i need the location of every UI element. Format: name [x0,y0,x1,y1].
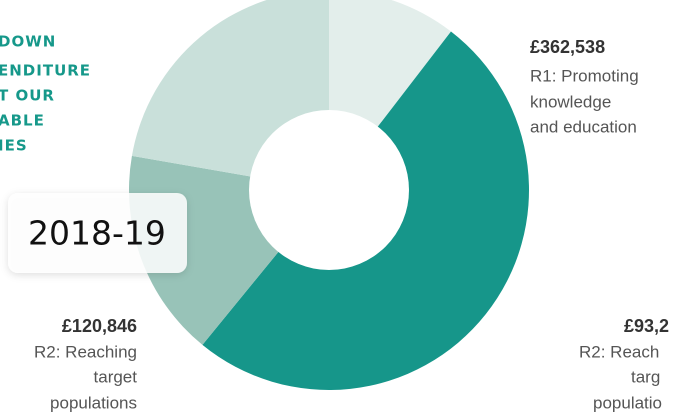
annotation-text: populations [50,393,137,412]
annotation-amount: £362,538 [530,37,605,57]
annotation-text: populatio [593,393,662,412]
title-line: T OUR [0,87,55,105]
period-label: 2018-19 [28,214,166,253]
annotation-text: target [94,367,138,386]
annotation-text: knowledge [530,92,611,111]
annotation-text: R1: Promoting [530,66,639,85]
annotation-amount: £93,2 [624,316,669,336]
annotation-text: R2: Reaching [34,342,137,361]
period-box [8,193,187,273]
annotation-text: R2: Reach [579,342,659,361]
title-line: ABLE [0,112,45,130]
annotation-text: targ [631,367,660,386]
annotation-amount: £120,846 [62,316,137,336]
title-line: ENDITURE [0,62,91,80]
title-line: IES [0,137,28,155]
donut-hole [249,110,409,270]
title-line: DOWN [0,33,56,51]
annotation-text: and education [530,117,637,136]
